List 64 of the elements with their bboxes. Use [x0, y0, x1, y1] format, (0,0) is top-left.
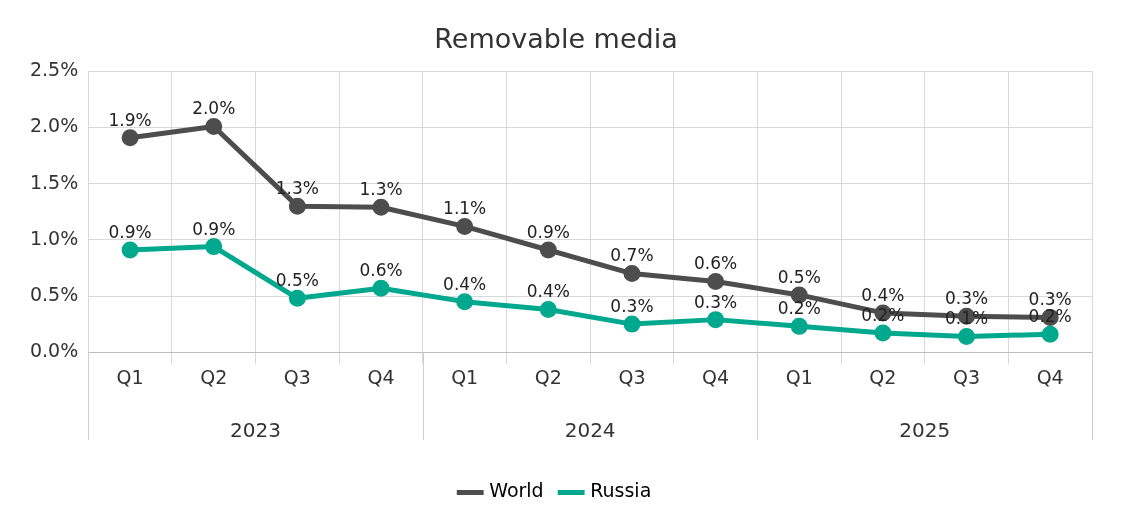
x-tick-label: Q3 [283, 365, 311, 388]
x-tick-label: Q3 [618, 365, 646, 388]
data-label: 1.3% [359, 179, 403, 200]
x-tick-label: Q2 [534, 365, 562, 388]
x-tick-label: Q4 [1036, 365, 1064, 388]
point [539, 241, 557, 259]
point [288, 289, 306, 307]
data-label: 0.9% [526, 221, 570, 242]
point [623, 315, 641, 333]
y-tick-label: 1.0% [29, 226, 79, 249]
point [456, 217, 474, 235]
data-label: 0.3% [944, 288, 989, 309]
point [372, 198, 390, 216]
x-tick-label: Q4 [367, 365, 395, 388]
point [707, 311, 725, 329]
x-tick-label: Q3 [953, 365, 981, 388]
point [874, 324, 892, 342]
y-tick-label: 2.5% [29, 58, 79, 81]
point [456, 293, 474, 311]
point [121, 129, 139, 147]
x-tick-label: Q1 [116, 365, 144, 388]
text: 2025 [899, 418, 951, 443]
y-tick-label: 1.5% [29, 170, 79, 193]
text: 2024 [564, 418, 616, 443]
data-label: 0.9% [192, 218, 236, 239]
point [790, 317, 808, 335]
x-tick-label: Q1 [451, 365, 479, 388]
data-label: 0.7% [610, 245, 654, 266]
text: 2023 [230, 418, 282, 443]
data-label: 0.3% [694, 291, 738, 312]
data-label: 0.4% [861, 284, 905, 305]
point [205, 238, 223, 256]
point [205, 117, 223, 135]
point [707, 272, 725, 290]
point [372, 279, 390, 297]
legend-label: Russia [590, 479, 652, 502]
point [623, 265, 641, 283]
y-tick-label: 0.0% [29, 339, 79, 362]
chart-title: Removable media [434, 23, 678, 55]
data-label: 0.9% [108, 221, 152, 242]
y-tick-label: 2.0% [29, 114, 79, 137]
y-tick-label: 0.5% [29, 282, 79, 305]
point [121, 241, 139, 259]
data-label: 0.3% [610, 296, 654, 317]
data-label: 2.0% [192, 98, 236, 119]
data-label: 0.3% [1028, 289, 1072, 310]
data-label: 0.6% [694, 253, 738, 274]
data-label: 1.1% [443, 198, 487, 219]
data-label: 0.5% [275, 270, 319, 291]
x-tick-label: Q2 [869, 365, 897, 388]
data-label: 0.6% [359, 260, 403, 281]
data-label: 0.5% [777, 266, 821, 287]
point [288, 197, 306, 215]
point [958, 327, 976, 345]
data-label: 0.2% [777, 298, 821, 319]
x-tick-label: Q2 [200, 365, 228, 388]
data-label: 0.4% [443, 273, 487, 294]
x-tick-label: Q1 [785, 365, 813, 388]
legend-label: World [489, 479, 544, 502]
point [1041, 325, 1059, 343]
x-tick-label: Q4 [702, 365, 730, 388]
data-label: 1.9% [108, 109, 152, 130]
point [539, 301, 557, 319]
data-label: 0.4% [526, 281, 570, 302]
